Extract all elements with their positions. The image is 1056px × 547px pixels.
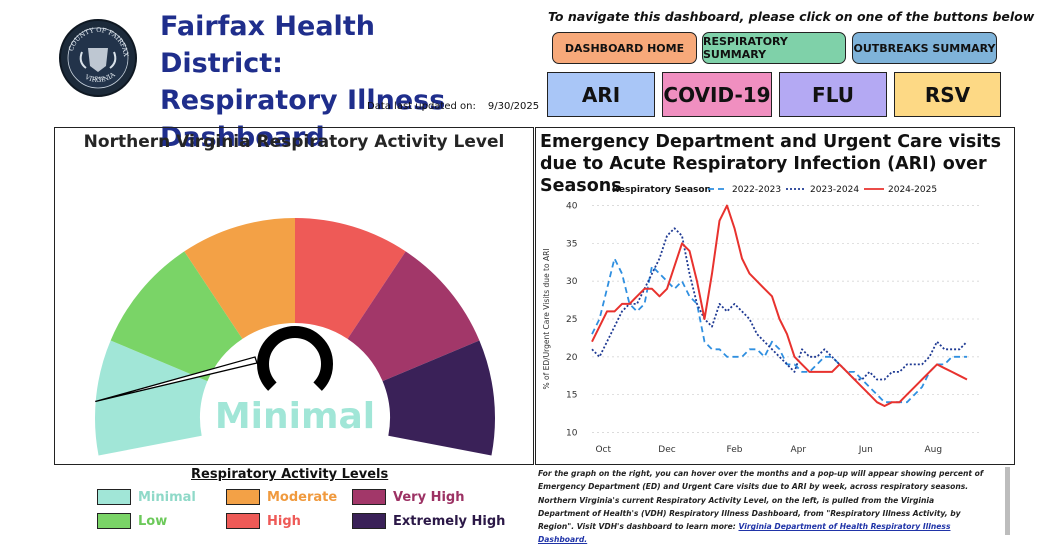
- activity-level-extremely-high: Extremely High: [352, 513, 505, 529]
- activity-levels-title: Respiratory Activity Levels: [191, 467, 389, 482]
- x-tick-label: Jun: [858, 445, 873, 455]
- x-tick-label: Apr: [790, 445, 806, 455]
- x-tick-label: Dec: [658, 445, 675, 455]
- legend-entry: 2022-2023: [732, 185, 781, 195]
- chart-note: For the graph on the right, you can hove…: [538, 467, 988, 547]
- level-swatch: [226, 513, 260, 529]
- level-label: Very High: [393, 489, 465, 505]
- legend-entry: 2024-2025: [888, 185, 937, 195]
- note-scrollbar[interactable]: [1005, 467, 1010, 535]
- y-axis-label: % of ED/Urgent Care Visits due to ARI: [542, 248, 551, 389]
- gauge-hub: [257, 326, 333, 391]
- y-tick-label: 10: [566, 428, 578, 438]
- x-tick-label: Oct: [595, 445, 611, 455]
- seal-year: 1742: [92, 76, 105, 82]
- series-line-2024-2025: [591, 204, 968, 407]
- y-tick-label: 15: [566, 391, 577, 401]
- last-updated: Data last updated on: 9/30/2025: [367, 101, 539, 112]
- x-tick-label: Aug: [924, 445, 942, 455]
- level-label: Extremely High: [393, 513, 506, 529]
- respiratory-summary-button[interactable]: RESPIRATORY SUMMARY: [702, 32, 846, 64]
- activity-level-high: High: [226, 513, 301, 529]
- activity-level-panel: Northern Virginia Respiratory Activity L…: [54, 127, 534, 465]
- x-tick-label: Feb: [727, 445, 743, 455]
- flu-button[interactable]: FLU: [779, 72, 887, 117]
- chart-legend: Respiratory Season 2022-2023 2023-2024 2024…: [612, 185, 937, 195]
- activity-level-very-high: Very High: [352, 489, 464, 505]
- level-swatch: [97, 489, 131, 505]
- rsv-button[interactable]: RSV: [894, 72, 1001, 117]
- title-line-2: Respiratory Illness: [160, 85, 446, 116]
- activity-level-moderate: Moderate: [226, 489, 337, 505]
- gauge-needle: [95, 356, 258, 403]
- ari-chart-panel: Emergency Department and Urgent Care vis…: [535, 127, 1015, 465]
- chart-title: Emergency Department and Urgent Care vis…: [540, 132, 1002, 196]
- level-label: Low: [138, 513, 168, 529]
- gauge-segment-minimal: [95, 340, 208, 456]
- y-tick-label: 30: [566, 277, 578, 287]
- gauge-title: Northern Virginia Respiratory Activity L…: [83, 132, 505, 152]
- county-seal-logo: COUNTY OF FAIRFAX VIRGINIA 1742: [59, 19, 137, 97]
- chart-note-text: For the graph on the right, you can hove…: [538, 469, 984, 532]
- gauge-segment-extremely-high: [382, 340, 495, 456]
- level-label: Moderate: [267, 489, 338, 505]
- last-updated-label: Data last updated on:: [367, 101, 476, 112]
- series-line-2023-2024: [591, 227, 968, 381]
- activity-gauge: Minimal: [95, 218, 495, 456]
- navigation-hint: To navigate this dashboard, please click…: [548, 9, 1035, 24]
- series-line-2022-2023: [591, 257, 967, 404]
- legend-title: Respiratory Season: [612, 185, 711, 195]
- activity-level-low: Low: [97, 513, 167, 529]
- level-swatch: [352, 513, 386, 529]
- y-tick-label: 35: [566, 239, 577, 249]
- y-tick-label: 20: [566, 353, 578, 363]
- ari-button[interactable]: ARI: [547, 72, 655, 117]
- y-tick-label: 25: [566, 315, 577, 325]
- gauge-segment-moderate: [184, 218, 295, 339]
- title-line-1: Fairfax Health District:: [160, 11, 375, 79]
- dashboard-home-button[interactable]: DASHBOARD HOME: [552, 32, 697, 64]
- ari-line-chart[interactable]: Respiratory Season 2022-2023 2023-2024 2024…: [536, 128, 1014, 464]
- level-label: Minimal: [138, 489, 196, 505]
- level-swatch: [226, 489, 260, 505]
- level-label: High: [267, 513, 301, 529]
- legend-entry: 2023-2024: [810, 185, 859, 195]
- level-swatch: [352, 489, 386, 505]
- current-level-text: Minimal: [215, 396, 375, 437]
- gauge-segment-low: [110, 251, 243, 382]
- covid-19-button[interactable]: COVID-19: [662, 72, 772, 117]
- gauge-segment-high: [295, 218, 406, 339]
- outbreaks-summary-button[interactable]: OUTBREAKS SUMMARY: [852, 32, 997, 64]
- gauge-segment-very-high: [347, 251, 480, 382]
- y-tick-label: 40: [566, 202, 578, 212]
- activity-level-minimal: Minimal: [97, 489, 196, 505]
- level-swatch: [97, 513, 131, 529]
- last-updated-value: 9/30/2025: [487, 101, 540, 112]
